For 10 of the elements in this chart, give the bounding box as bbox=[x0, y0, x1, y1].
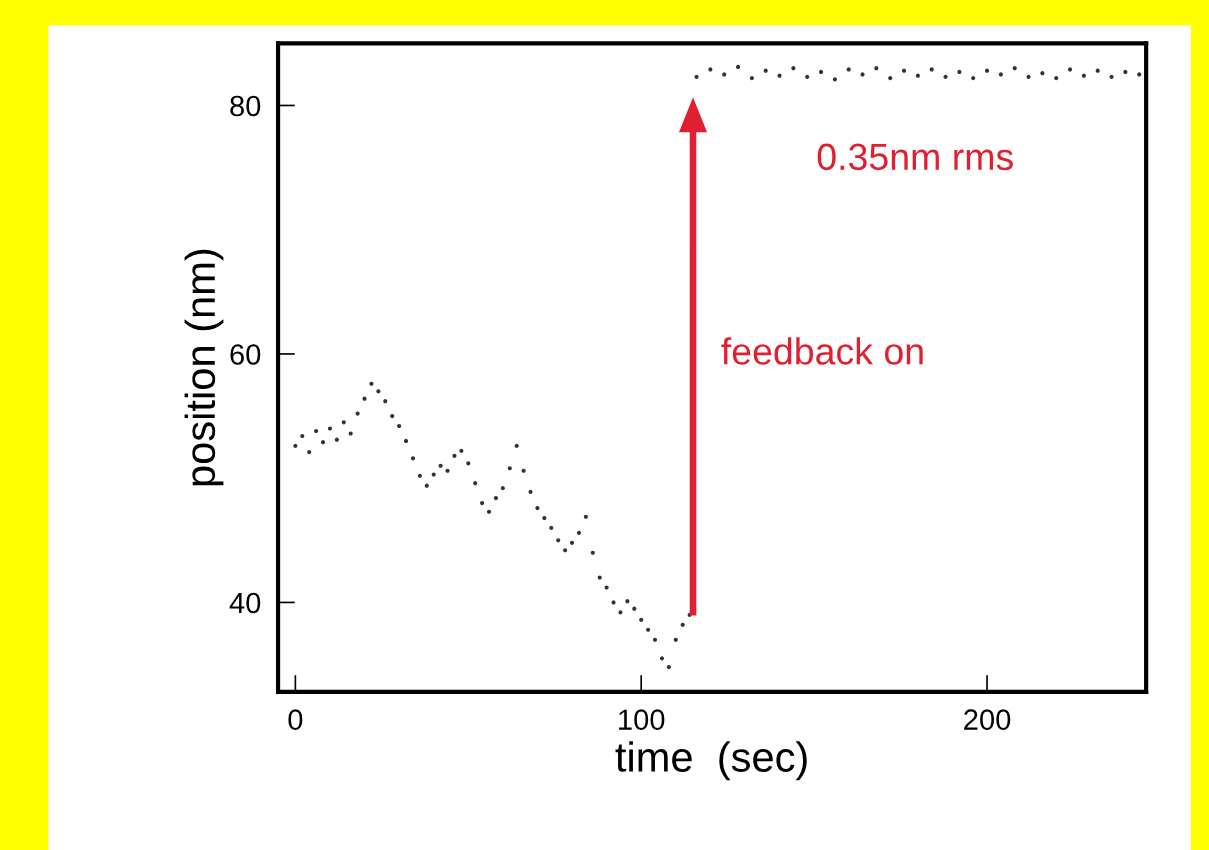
annotation: 0.35nm rms bbox=[817, 143, 1013, 171]
y-tick-label: 40 bbox=[229, 592, 261, 614]
y-tick-label: 60 bbox=[230, 344, 261, 365]
x-tick-label: 200 bbox=[964, 709, 1011, 730]
y-axis-title: position (nm) bbox=[184, 249, 224, 486]
x-axis-title: time (sec) bbox=[615, 741, 807, 781]
x-tick-label: 100 bbox=[619, 709, 665, 730]
annotation: feedback on bbox=[721, 337, 923, 365]
x-tick-label: 0 bbox=[288, 709, 303, 730]
y-tick-label: 80 bbox=[230, 95, 261, 117]
